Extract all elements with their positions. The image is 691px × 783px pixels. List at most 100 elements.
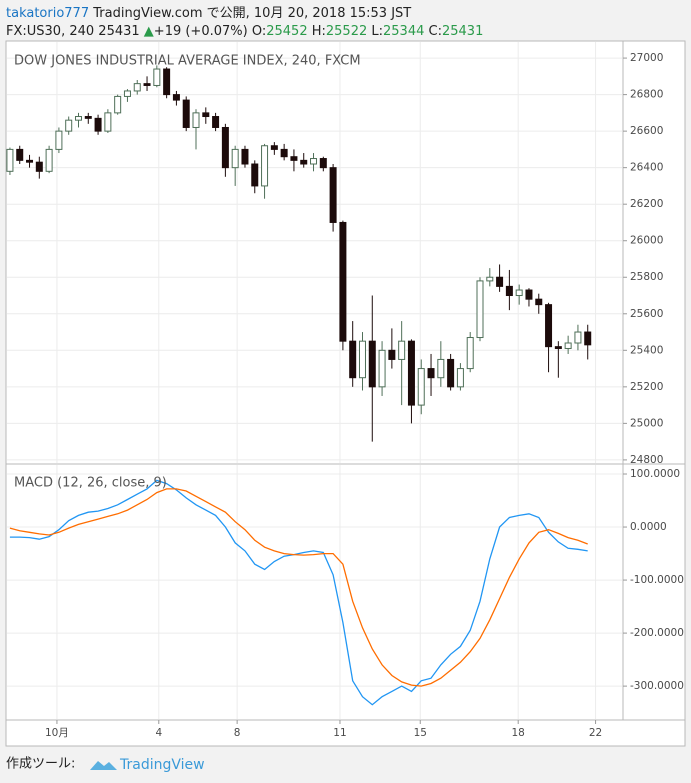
indicator-title: MACD (12, 26, close, 9) bbox=[14, 476, 167, 491]
x-tick-label: 8 bbox=[234, 727, 241, 739]
candle-body bbox=[192, 112, 200, 128]
candle-body bbox=[515, 289, 523, 297]
candle-body bbox=[564, 342, 572, 349]
y-tick-label: 25000 bbox=[630, 417, 663, 429]
candle-body bbox=[241, 148, 249, 165]
y-tick-label: 26800 bbox=[630, 89, 663, 101]
chart-title: DOW JONES INDUSTRIAL AVERAGE INDEX, 240,… bbox=[14, 54, 361, 69]
candle-body bbox=[221, 126, 229, 169]
l-label: L: bbox=[371, 24, 383, 39]
arrow: ▲ bbox=[144, 24, 154, 39]
candle-body bbox=[378, 349, 386, 388]
h-label: H: bbox=[312, 24, 326, 39]
l: 25344 bbox=[383, 24, 424, 39]
candle-body bbox=[300, 159, 308, 165]
candle-body bbox=[358, 340, 366, 379]
h: 25522 bbox=[326, 24, 367, 39]
candle-body bbox=[212, 116, 220, 128]
y-tick-label: 0.0000 bbox=[630, 521, 667, 533]
logo[interactable] bbox=[90, 761, 117, 770]
y-tick-label: 25600 bbox=[630, 308, 663, 320]
candle-body bbox=[114, 95, 122, 114]
candle-body bbox=[84, 116, 92, 119]
candle-body bbox=[65, 119, 73, 132]
y-tick-label: 100.0000 bbox=[630, 468, 680, 480]
c: 25431 bbox=[442, 24, 483, 39]
candle-body bbox=[280, 148, 288, 158]
x-tick-label: 11 bbox=[333, 727, 346, 739]
candle-body bbox=[466, 337, 474, 370]
y-tick-label: 25800 bbox=[630, 271, 663, 283]
candle-body bbox=[545, 304, 553, 348]
indicator-line bbox=[9, 479, 588, 706]
candle-body bbox=[339, 221, 347, 342]
indicator-line bbox=[9, 488, 588, 687]
y-tick-label: -300.0000 bbox=[630, 680, 684, 692]
candle-body bbox=[398, 340, 406, 360]
candle-body bbox=[290, 156, 298, 161]
y-tick-label: 25400 bbox=[630, 344, 663, 356]
y-tick-label: -100.0000 bbox=[630, 574, 684, 586]
chart-frame bbox=[5, 40, 686, 747]
candle-body bbox=[94, 117, 102, 132]
symbol: FX:US30, 240 bbox=[6, 24, 94, 39]
y-tick-label: 26000 bbox=[630, 235, 663, 247]
x-tick-label: 15 bbox=[414, 727, 427, 739]
candle-body bbox=[270, 145, 278, 150]
x-tick-label: 4 bbox=[155, 727, 162, 739]
candle-body bbox=[133, 83, 141, 92]
candle-body bbox=[261, 145, 269, 187]
candle-body bbox=[310, 158, 318, 165]
y-tick-label: 27000 bbox=[630, 52, 663, 64]
y-tick-label: 26200 bbox=[630, 198, 663, 210]
candle-body bbox=[525, 289, 533, 300]
candle-body bbox=[153, 68, 161, 86]
published: TradingView.com で公開, 10月 20, 2018 15:53 … bbox=[92, 6, 411, 21]
c-label: C: bbox=[429, 24, 442, 39]
candle-body bbox=[251, 163, 259, 187]
candle-body bbox=[231, 148, 239, 169]
candle-body bbox=[163, 68, 171, 96]
candle-body bbox=[319, 158, 327, 169]
candle-body bbox=[26, 159, 34, 163]
y-tick-label: 26600 bbox=[630, 125, 663, 137]
ohlc-line: FX:US30, 240 25431 ▲+19 (+0.07%) O:25452… bbox=[6, 24, 483, 39]
candle-body bbox=[329, 167, 337, 223]
candle-body bbox=[447, 358, 455, 388]
candle-body bbox=[427, 368, 435, 379]
candle-body bbox=[407, 340, 415, 406]
candle-body bbox=[574, 331, 582, 344]
candle-body bbox=[388, 349, 396, 360]
candle-body bbox=[584, 331, 592, 346]
y-tick-label: -200.0000 bbox=[630, 627, 684, 639]
candle-body bbox=[437, 358, 445, 379]
candle-body bbox=[16, 148, 24, 161]
x-tick-label: 10月 bbox=[45, 727, 69, 739]
candle-body bbox=[456, 368, 464, 388]
candle-body bbox=[123, 90, 131, 97]
candle-body bbox=[417, 368, 425, 406]
candle-body bbox=[55, 130, 63, 150]
x-tick-label: 18 bbox=[512, 727, 525, 739]
candle-body bbox=[496, 276, 504, 287]
footer-brand[interactable]: TradingView bbox=[119, 757, 205, 773]
candle-body bbox=[182, 99, 190, 128]
candle-body bbox=[505, 285, 513, 297]
footer-label: 作成ツール: bbox=[6, 757, 75, 772]
candle-body bbox=[486, 276, 494, 282]
candle-body bbox=[476, 280, 484, 339]
candle-body bbox=[535, 298, 543, 306]
candle-body bbox=[6, 148, 14, 172]
header-line: takatorio777 TradingView.com で公開, 10月 20… bbox=[6, 6, 411, 21]
candle-body bbox=[74, 116, 82, 121]
candle-body bbox=[368, 340, 376, 388]
candle-body bbox=[349, 340, 357, 379]
candle-body bbox=[172, 94, 180, 101]
author[interactable]: takatorio777 bbox=[6, 6, 89, 21]
candle-body bbox=[143, 83, 151, 86]
o-label: O: bbox=[252, 24, 266, 39]
candle-body bbox=[45, 148, 53, 172]
y-tick-label: 26400 bbox=[630, 162, 663, 174]
candle-body bbox=[202, 112, 210, 118]
